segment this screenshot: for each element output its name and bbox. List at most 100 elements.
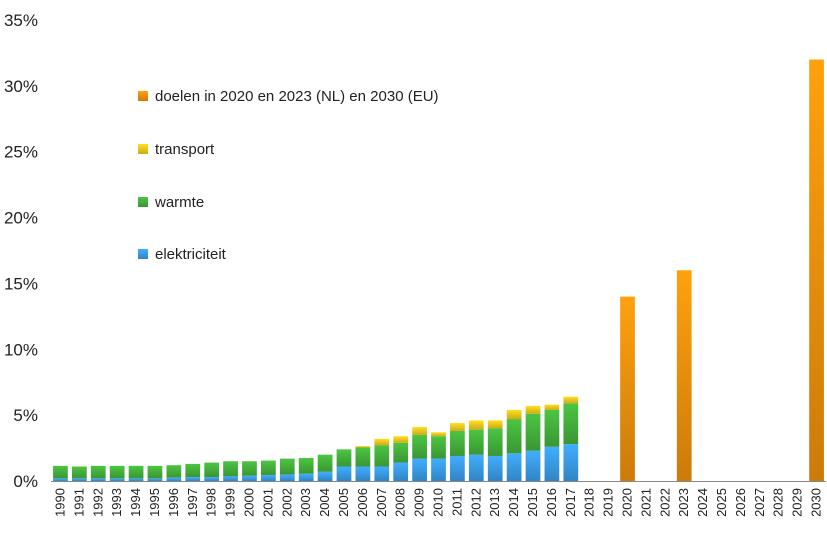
- bar-elektriciteit-1990: [53, 478, 68, 481]
- bar-warmte-2011: [450, 430, 465, 456]
- x-tick-label: 2003: [298, 488, 313, 517]
- bar-elektriciteit-2010: [431, 458, 446, 481]
- bar-transport-2014: [506, 409, 522, 420]
- bar-warmte-2017: [563, 403, 579, 445]
- bar-transport-2013: [487, 420, 503, 429]
- legend-label-transport: transport: [155, 141, 215, 158]
- y-tick-label: 35%: [4, 11, 38, 30]
- x-tick-label: 2011: [449, 488, 464, 516]
- bar-elektriciteit-1991: [71, 478, 87, 481]
- bar-warmte-1992: [90, 465, 106, 479]
- y-tick-label: 25%: [4, 143, 38, 162]
- bar-warmte-2003: [298, 457, 314, 474]
- legend-label-doelen-in-2020-en-2023-nl-en-2030-eu: doelen in 2020 en 2023 (NL) en 2030 (EU): [155, 88, 439, 105]
- y-tick-label: 15%: [4, 274, 38, 293]
- bar-warmte-1990: [53, 465, 68, 479]
- bar-elektriciteit-1993: [109, 478, 125, 481]
- x-tick-label: 2002: [279, 488, 294, 517]
- bar-elektriciteit-2000: [242, 475, 257, 481]
- x-tick-label: 2027: [752, 488, 767, 517]
- x-tick-label: 2030: [809, 488, 824, 517]
- x-tick-label: 2006: [355, 488, 370, 517]
- bar-elektriciteit-2013: [487, 455, 503, 481]
- bar-elektriciteit-2004: [317, 471, 333, 481]
- bar-elektriciteit-2008: [393, 462, 409, 481]
- bar-doelen-in-2020-en-2023-nl-en-2030-eu-2030: [809, 59, 824, 481]
- bar-transport-2017: [563, 396, 579, 404]
- bar-elektriciteit-1996: [166, 477, 182, 481]
- bar-warmte-2004: [317, 454, 333, 472]
- bar-warmte-2005: [336, 449, 352, 467]
- bar-transport-2012: [468, 420, 484, 430]
- bar-transport-2016: [544, 404, 560, 410]
- x-tick-label: 1990: [52, 488, 67, 517]
- x-tick-label: 2004: [317, 488, 332, 517]
- bar-transport-2007: [374, 438, 390, 446]
- bar-warmte-2009: [412, 434, 427, 459]
- bar-elektriciteit-1997: [185, 477, 201, 481]
- x-tick-label: 2010: [431, 488, 446, 517]
- x-tick-label: 2014: [506, 488, 521, 517]
- bar-warmte-1997: [185, 463, 201, 478]
- x-tick-label: 1996: [166, 488, 181, 517]
- bar-transport-2008: [393, 436, 409, 443]
- x-axis: 1990 1991 1992 1993 1994 1995 1996 1997 1998 1999…: [51, 481, 826, 517]
- bar-elektriciteit-2002: [279, 474, 295, 481]
- bar-elektriciteit-2007: [374, 466, 390, 481]
- x-tick-label: 2020: [620, 488, 635, 517]
- bar-warmte-1991: [71, 466, 87, 479]
- x-tick-label: 2008: [393, 488, 408, 517]
- bar-transport-2010: [431, 432, 446, 437]
- x-tick-label: 1998: [204, 488, 219, 517]
- x-tick-label: 2005: [336, 488, 351, 517]
- bar-warmte-1994: [128, 465, 144, 479]
- x-tick-label: 1993: [109, 488, 124, 517]
- x-tick-label: 2029: [790, 488, 805, 517]
- x-tick-label: 2013: [487, 488, 502, 517]
- bar-warmte-1993: [109, 465, 125, 479]
- x-tick-label: 2028: [771, 488, 786, 517]
- bar-warmte-1998: [204, 462, 220, 478]
- bar-warmte-1996: [166, 465, 182, 478]
- bar-doelen-in-2020-en-2023-nl-en-2030-eu-2020: [620, 296, 635, 481]
- bar-warmte-2006: [355, 447, 371, 467]
- bar-elektriciteit-2001: [261, 475, 276, 481]
- x-tick-label: 2015: [525, 488, 540, 517]
- x-tick-label: 1991: [71, 488, 86, 517]
- x-tick-label: 2025: [714, 488, 729, 517]
- bar-transport-2015: [525, 405, 541, 414]
- x-tick-label: 2001: [260, 488, 275, 517]
- y-tick-label: 5%: [13, 406, 38, 425]
- bar-warmte-1999: [223, 461, 238, 477]
- legend-swatch-transport: [138, 144, 148, 154]
- bar-transport-2011: [450, 423, 465, 431]
- bar-elektriciteit-2012: [468, 454, 484, 481]
- y-tick-label: 20%: [4, 209, 38, 228]
- bar-elektriciteit-2014: [506, 453, 522, 481]
- bar-warmte-2015: [525, 413, 541, 451]
- bar-warmte-2013: [487, 428, 503, 456]
- bar-transport-2006: [355, 446, 371, 448]
- x-tick-label: 2017: [563, 488, 578, 517]
- y-tick-label: 30%: [4, 77, 38, 96]
- legend-label-warmte: warmte: [154, 194, 204, 211]
- x-tick-label: 2023: [676, 488, 691, 517]
- bar-warmte-2012: [468, 429, 484, 455]
- x-tick-label: 2021: [638, 488, 653, 517]
- bar-elektriciteit-2016: [544, 446, 560, 481]
- bar-elektriciteit-1995: [147, 478, 163, 481]
- x-tick-label: 2024: [695, 488, 710, 517]
- bar-warmte-2010: [431, 436, 446, 459]
- x-tick-label: 2007: [374, 488, 389, 517]
- legend-swatch-elektriciteit: [138, 249, 148, 259]
- x-tick-label: 1992: [90, 488, 105, 517]
- bar-warmte-2014: [506, 419, 522, 454]
- bar-warmte-2007: [374, 445, 390, 467]
- bar-elektriciteit-2017: [563, 444, 579, 481]
- x-tick-label: 2019: [601, 488, 616, 517]
- bar-elektriciteit-1998: [204, 477, 220, 481]
- legend-label-elektriciteit: elektriciteit: [155, 246, 227, 263]
- legend: doelen in 2020 en 2023 (NL) en 2030 (EU)…: [138, 88, 439, 263]
- bar-warmte-2000: [242, 461, 257, 476]
- x-tick-label: 2012: [468, 488, 483, 517]
